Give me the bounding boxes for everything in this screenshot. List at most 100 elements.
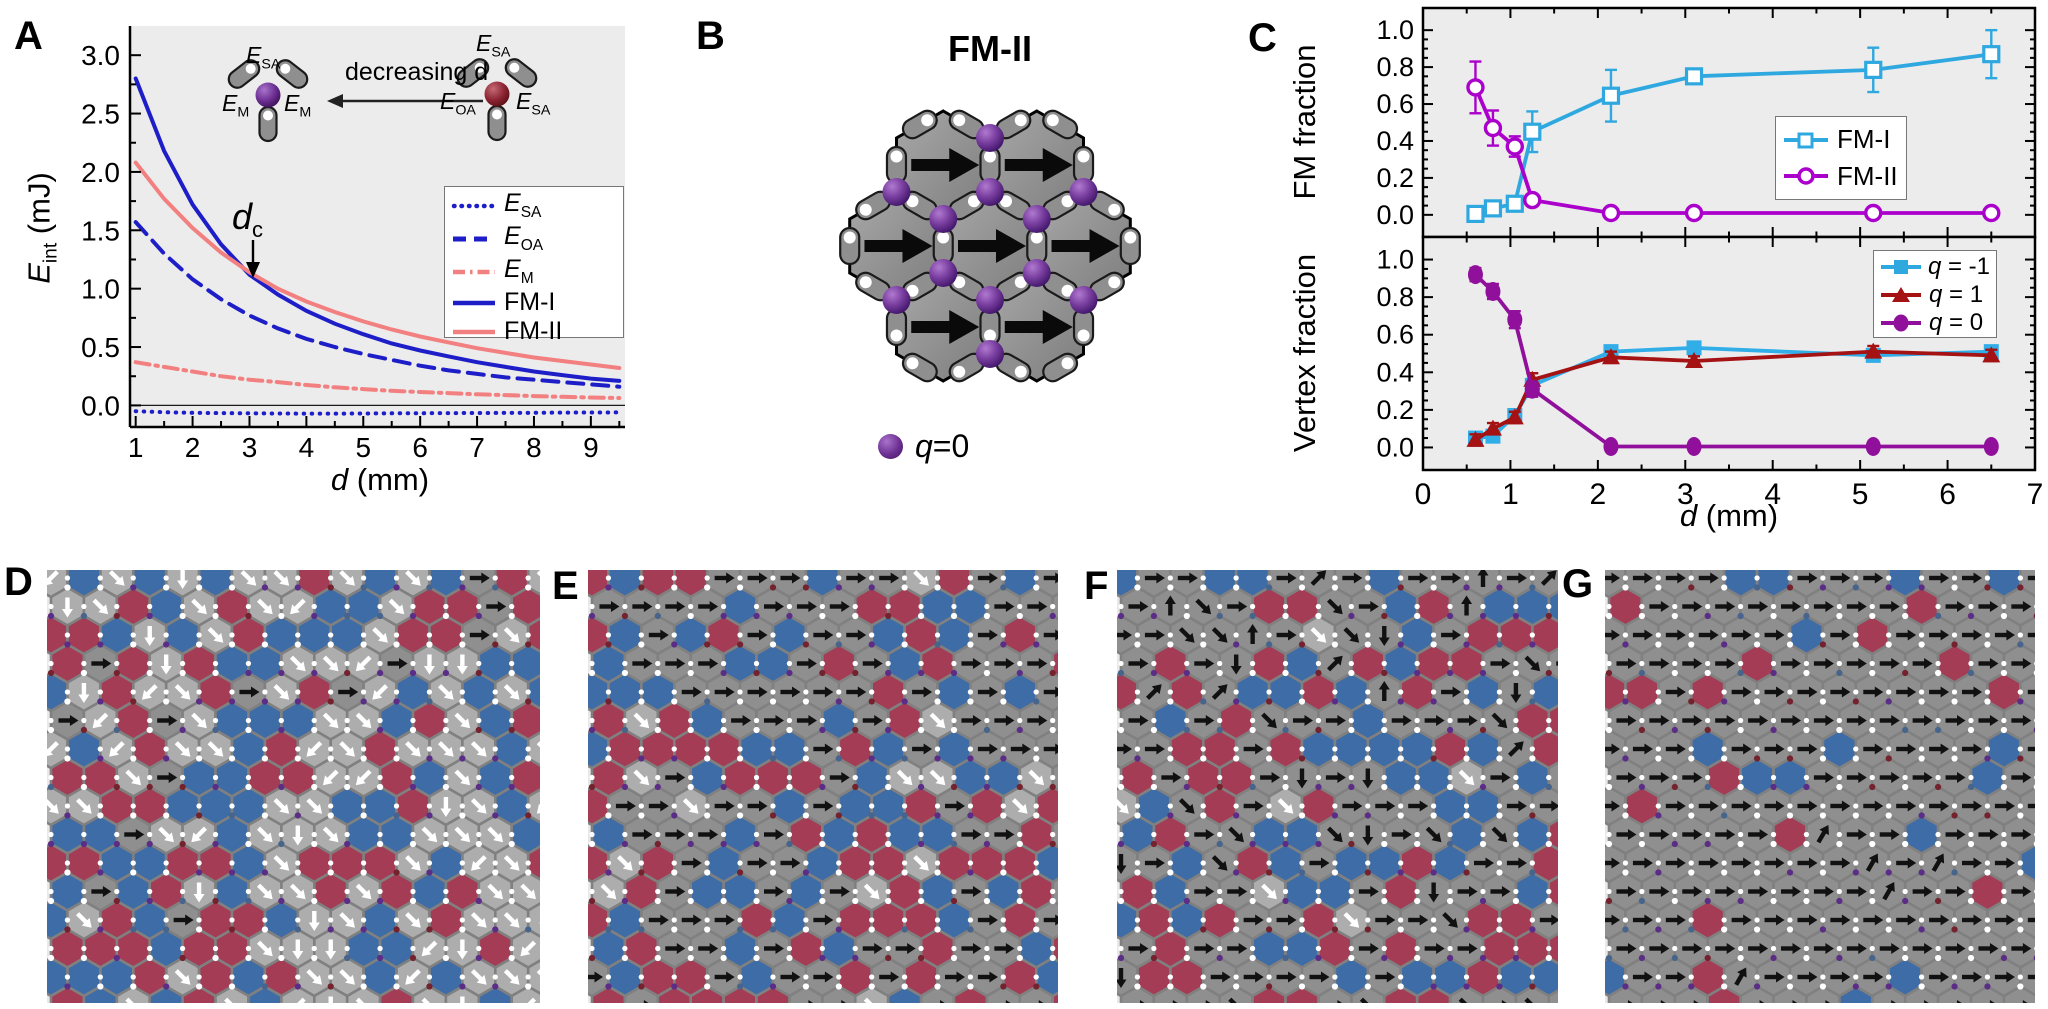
svg-text:1.0: 1.0	[81, 274, 120, 305]
legend-item: q = 0	[1880, 309, 1990, 337]
curve-E_OA	[133, 220, 622, 389]
moment-arrow-right	[864, 229, 933, 263]
svg-text:7: 7	[2027, 478, 2044, 511]
legend-item: EOA	[451, 222, 617, 255]
panel-g-lattice	[1605, 570, 2035, 1003]
q0-vertex-sphere	[976, 124, 1004, 152]
moment-arrow-right	[1004, 310, 1073, 344]
svg-text:0.2: 0.2	[1376, 163, 1414, 193]
q-plus1-marker-sample	[1881, 287, 1921, 302]
panel-a-y-axis-title: Eint (mJ)	[21, 172, 62, 284]
dashed-line-sample	[453, 236, 495, 241]
svg-text:0.8: 0.8	[1376, 282, 1414, 312]
svg-text:3: 3	[242, 432, 258, 463]
q0-vertex-sphere	[1022, 259, 1051, 287]
inset-arrow-label: decreasing d	[345, 58, 489, 86]
svg-text:0.6: 0.6	[1376, 89, 1414, 119]
moment-arrow-right	[911, 310, 980, 344]
panel-e-label: E	[552, 564, 579, 608]
panel-c-label: C	[1248, 16, 1277, 60]
svg-text:0.0: 0.0	[1376, 200, 1414, 230]
moment-arrow-right	[1004, 148, 1073, 182]
panel-a-x-axis-title: d (mm)	[330, 462, 430, 497]
fm1-marker-sample	[1784, 132, 1828, 149]
legend-item: q = 1	[1880, 281, 1990, 309]
curve-E_SA	[133, 409, 622, 416]
critical-distance-annotation: dc	[232, 196, 264, 243]
svg-text:2.0: 2.0	[81, 157, 120, 188]
q0-vertex-icon	[878, 434, 903, 459]
curve-FM-II	[133, 160, 622, 370]
svg-text:9: 9	[583, 432, 599, 463]
inset-label-em-right: EM	[284, 90, 312, 121]
svg-text:6: 6	[1939, 478, 1956, 511]
panel-e-lattice	[588, 570, 1058, 1003]
q0-vertex-sphere	[929, 205, 958, 233]
inset-label-em-left: EM	[222, 90, 250, 121]
dotted-line-sample	[451, 203, 497, 208]
q0-vertex-sphere	[1069, 286, 1098, 314]
svg-text:6: 6	[412, 432, 428, 463]
svg-text:2: 2	[1590, 478, 1607, 511]
svg-text:0.8: 0.8	[1376, 52, 1414, 82]
svg-text:5: 5	[355, 432, 371, 463]
panel-f-label: F	[1084, 564, 1109, 608]
panel-c-bottom-legend: q = -1 q = 1 q = 0	[1873, 250, 1997, 338]
fm2-marker-sample	[1784, 167, 1828, 185]
legend-item: q = -1	[1880, 253, 1990, 281]
solid-line-sample	[453, 329, 495, 334]
legend-item: FM-I	[1782, 124, 1900, 155]
q0-vertex-sphere	[1022, 205, 1051, 233]
q0-vertex-sphere	[882, 178, 911, 206]
inset-label-esa-left: ESA	[246, 42, 281, 73]
legend-item: FM-II	[451, 317, 617, 346]
svg-text:0.6: 0.6	[1376, 320, 1414, 350]
panel-b-lattice-diagram	[839, 109, 1141, 383]
panel-d-label: D	[4, 560, 33, 604]
svg-text:0.2: 0.2	[1376, 395, 1414, 425]
svg-text:0: 0	[1415, 478, 1432, 511]
svg-text:3.0: 3.0	[81, 40, 120, 71]
q0-vertex-sphere	[1069, 178, 1098, 206]
curve-FM-I	[133, 76, 622, 383]
series-FM-I	[1466, 28, 2001, 224]
panel-b-legend: q=0	[878, 428, 969, 465]
svg-text:5: 5	[1852, 478, 1869, 511]
q-minus1-marker-sample	[1881, 260, 1921, 274]
svg-text:0.0: 0.0	[81, 390, 120, 421]
legend-item: EM	[451, 255, 617, 288]
legend-item: FM-II	[1782, 161, 1900, 192]
inset-label-esa-top-right: ESA	[476, 30, 511, 61]
legend-item: ESA	[451, 189, 617, 222]
dashdot-line-sample	[453, 269, 495, 274]
panel-b-label: B	[696, 14, 725, 58]
panel-b-title: FM-II	[948, 28, 1032, 69]
svg-text:3: 3	[1677, 478, 1694, 511]
q0-vertex-sphere	[976, 178, 1004, 206]
curve-E_M	[133, 360, 622, 400]
svg-text:4: 4	[1764, 478, 1781, 511]
legend-item: FM-I	[451, 288, 617, 317]
series-q = 1	[1466, 342, 2001, 447]
svg-text:1.0: 1.0	[1376, 15, 1414, 45]
panel-c-top-legend: FM-I FM-II	[1775, 116, 1907, 200]
svg-text:1: 1	[128, 432, 144, 463]
svg-text:1.0: 1.0	[1376, 245, 1414, 275]
q0-vertex-sphere	[882, 286, 911, 314]
q0-vertex-sphere	[976, 340, 1004, 368]
panel-c-x-axis-title: d (mm)	[1679, 498, 1779, 533]
panel-f-lattice	[1117, 570, 1558, 1003]
panel-c-top-y-axis-title: FM fraction	[1287, 44, 1322, 200]
svg-text:1: 1	[1502, 478, 1519, 511]
svg-text:4: 4	[299, 432, 315, 463]
inset-label-eoa: EOA	[440, 88, 476, 119]
q0-vertex-sphere	[929, 259, 958, 287]
panel-c-bottom-y-axis-title: Vertex fraction	[1287, 253, 1322, 453]
svg-text:0.4: 0.4	[1376, 126, 1414, 156]
panel-a-legend: ESA EOA EM FM-I FM-II	[444, 186, 624, 345]
svg-text:8: 8	[526, 432, 542, 463]
svg-text:0.4: 0.4	[1376, 357, 1414, 387]
panel-a-label: A	[14, 14, 43, 58]
moment-arrow-right	[958, 229, 1026, 263]
